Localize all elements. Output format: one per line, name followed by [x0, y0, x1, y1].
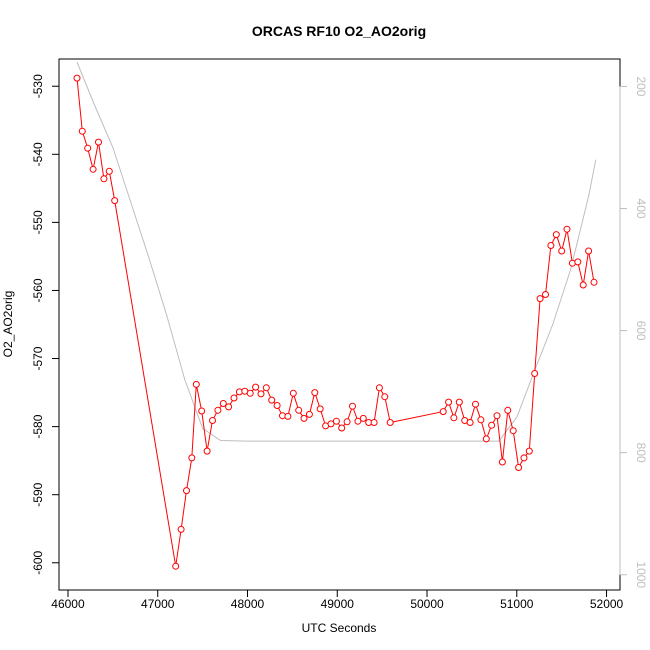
data-point [439, 408, 447, 416]
y2-tick-label: 600 [634, 321, 648, 341]
data-point [192, 380, 200, 388]
data-point [509, 427, 517, 435]
y2-tick-label: 400 [634, 199, 648, 219]
data-point [198, 407, 206, 415]
x-tick-label: 50000 [410, 597, 444, 611]
data-point [311, 389, 319, 397]
data-point [531, 370, 539, 377]
data-point [203, 447, 211, 455]
data-point [498, 458, 506, 466]
data-point [316, 405, 324, 413]
data-point [558, 247, 566, 255]
x-tick-label: 49000 [321, 597, 355, 611]
data-point [455, 398, 463, 406]
data-point [477, 416, 485, 424]
data-point [585, 247, 593, 255]
x-tick-label: 52000 [590, 597, 624, 611]
data-point [466, 419, 474, 426]
data-point [73, 74, 81, 82]
data-point [300, 414, 308, 422]
y-tick-label: -600 [31, 550, 45, 574]
x-axis-label: UTC Seconds [302, 621, 377, 635]
data-point [472, 400, 479, 408]
data-point [295, 406, 303, 414]
data-point [214, 406, 222, 414]
data-point [177, 525, 185, 533]
plot-frame [58, 58, 621, 591]
data-point [381, 393, 389, 401]
x-tick-label: 48000 [231, 597, 265, 611]
data-point [183, 487, 190, 495]
data-point [579, 281, 587, 289]
data-point [370, 419, 378, 426]
data-point [504, 406, 512, 414]
data-point [525, 447, 533, 455]
data-point [105, 167, 113, 175]
data-point [552, 231, 560, 239]
data-point [488, 421, 496, 429]
data-point [246, 389, 254, 397]
x-tick-label: 46000 [51, 597, 85, 611]
data-point [386, 419, 394, 426]
data-point [375, 384, 383, 392]
data-point [289, 389, 297, 397]
data-point [590, 278, 598, 286]
x-tick-label: 51000 [500, 597, 534, 611]
chart-title: ORCAS RF10 O2_AO2orig [252, 23, 426, 39]
data-point [78, 127, 86, 135]
data-point [268, 396, 276, 404]
data-point [89, 165, 97, 173]
data-point [536, 295, 544, 303]
data-point [95, 138, 102, 146]
y2-tick-label: 800 [634, 443, 648, 463]
y-tick-label: -590 [31, 482, 45, 506]
data-point [262, 384, 270, 392]
y-tick-label: -560 [31, 278, 45, 302]
data-point [252, 383, 260, 391]
data-point [111, 197, 119, 205]
data-point [188, 454, 196, 462]
data-point [563, 225, 571, 233]
y2-tick-label: 1000 [634, 561, 648, 588]
y-tick-label: -530 [31, 74, 45, 98]
data-point [257, 390, 265, 398]
y2-tick-label: 200 [634, 76, 648, 96]
y-tick-label: -580 [31, 414, 45, 438]
data-point [515, 464, 523, 471]
data-point [354, 417, 362, 425]
data-point [520, 454, 528, 462]
data-point [225, 403, 233, 411]
data-point [327, 420, 335, 428]
data-point [172, 562, 180, 570]
data-point [332, 417, 340, 425]
data-point [209, 417, 216, 424]
data-point [445, 398, 453, 406]
data-point [574, 258, 582, 266]
secondary-series-line [76, 61, 597, 442]
data-point [493, 412, 501, 420]
data-point [450, 414, 458, 422]
data-point [305, 410, 313, 418]
data-point [100, 175, 108, 183]
data-point [338, 424, 346, 432]
data-point [547, 242, 555, 249]
y-tick-label: -570 [31, 346, 45, 370]
y-axis-label: O2_AO2orig [1, 291, 15, 358]
series-line [76, 78, 595, 567]
data-point [284, 412, 292, 420]
x-tick-label: 47000 [141, 597, 175, 611]
y-tick-label: -550 [31, 210, 45, 234]
data-point [343, 418, 351, 426]
data-point [273, 402, 281, 409]
data-point [219, 400, 227, 407]
data-point [482, 435, 490, 443]
data-point [359, 414, 367, 422]
data-point [349, 402, 356, 410]
data-point [84, 144, 92, 152]
data-point [542, 291, 549, 298]
data-point [230, 394, 238, 402]
y-tick-label: -540 [31, 142, 45, 166]
